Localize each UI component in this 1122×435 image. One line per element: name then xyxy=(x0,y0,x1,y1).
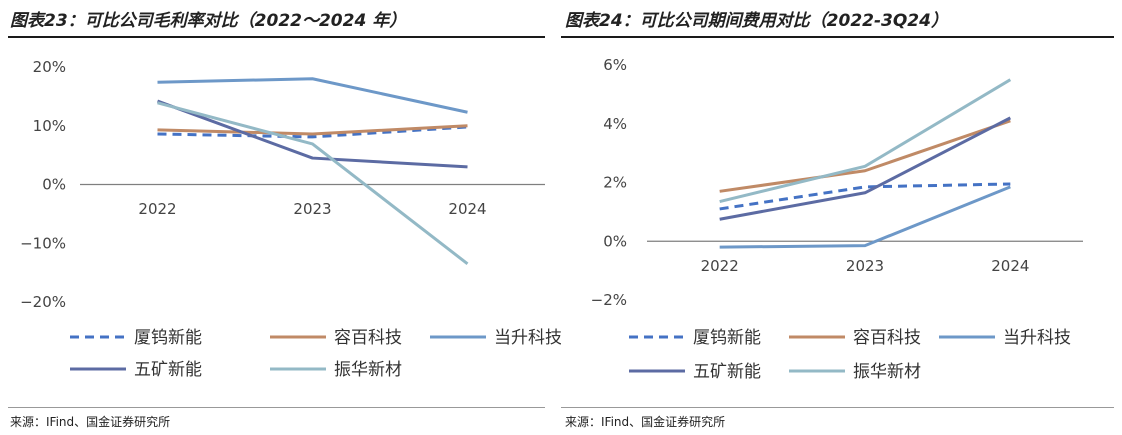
x-tick-label: 2024 xyxy=(991,257,1029,275)
legend-label: 五矿新能 xyxy=(693,362,761,382)
gross-margin-line-chart: −20% −10% 0% 10% 20% 2022 2023 2024 厦钨新能 容百科技 当升科技… xyxy=(20,58,561,380)
series-line xyxy=(719,185,1011,249)
series-line xyxy=(157,77,468,114)
y-tick-label: 20% xyxy=(33,58,66,76)
series-line xyxy=(719,116,1012,221)
x-tick-label: 2024 xyxy=(448,200,486,218)
y-tick-label: −2% xyxy=(591,291,627,309)
source-rule xyxy=(561,407,1114,408)
series-line xyxy=(156,99,468,169)
legend-label: 振华新材 xyxy=(853,362,921,382)
y-tick-label: −20% xyxy=(20,293,66,311)
chart-title: 图表24：可比公司期间费用对比（2022-3Q24） xyxy=(565,11,948,31)
source-rule xyxy=(8,407,545,408)
legend-label: 五矿新能 xyxy=(134,360,202,380)
legend-label: 振华新材 xyxy=(334,360,402,380)
x-tick-label: 2023 xyxy=(293,200,331,218)
legend-label: 当升科技 xyxy=(494,328,561,348)
y-tick-label: 4% xyxy=(603,115,627,133)
chart-source: 来源：IFind、国金证券研究所 xyxy=(10,415,171,429)
series-line xyxy=(719,78,1012,204)
legend-label: 容百科技 xyxy=(853,328,921,348)
x-tick-label: 2022 xyxy=(138,200,176,218)
chart-source: 来源：IFind、国金证券研究所 xyxy=(565,415,726,429)
series-line xyxy=(157,124,468,136)
legend-label: 厦钨新能 xyxy=(134,328,202,348)
y-tick-label: −10% xyxy=(20,234,66,252)
title-rule xyxy=(561,36,1114,38)
legend-label: 当升科技 xyxy=(1003,328,1071,348)
chart-panel-gross-margin: 图表23：可比公司毛利率对比（2022～2024 年） −20% −10% 0% 10… xyxy=(8,11,561,429)
legend-label: 厦钨新能 xyxy=(693,328,761,348)
legend-label: 容百科技 xyxy=(334,328,402,348)
chart-panel-period-expense: 图表24：可比公司期间费用对比（2022-3Q24） −2% 0% 2% 4% 6% 20… xyxy=(561,0,1122,435)
series-line xyxy=(157,125,468,139)
y-tick-label: 10% xyxy=(33,117,66,135)
x-tick-label: 2022 xyxy=(701,257,739,275)
y-tick-label: 0% xyxy=(603,232,627,250)
chart-title: 图表23：可比公司毛利率对比（2022～2024 年） xyxy=(10,11,407,31)
title-rule xyxy=(8,36,545,38)
series-line xyxy=(719,119,1011,193)
y-tick-label: 0% xyxy=(42,176,66,194)
series-line xyxy=(719,182,1011,211)
x-tick-label: 2023 xyxy=(846,257,884,275)
y-tick-label: 2% xyxy=(603,174,627,192)
series-line xyxy=(157,101,469,265)
y-tick-label: 6% xyxy=(603,56,627,74)
